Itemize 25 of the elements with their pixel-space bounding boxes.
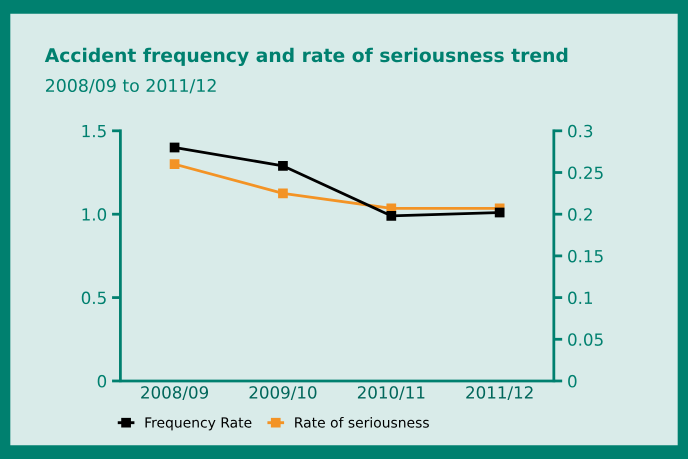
legend-label: Rate of seriousness: [295, 416, 429, 428]
y2-tick-label: 0: [568, 374, 577, 388]
point: [278, 160, 288, 171]
y-tick-label: 1.0: [82, 208, 106, 221]
point: [170, 159, 180, 170]
y-tick-label: 0: [98, 374, 106, 388]
y-tick-label: 0.5: [82, 292, 106, 304]
y2-tick-label: 0.15: [568, 250, 603, 262]
y2-tick-label: 0.25: [568, 166, 603, 180]
x-tick-label: 2009/10: [250, 386, 316, 400]
x-tick-label: 2008/09: [141, 386, 208, 400]
x-tick-label: 2010/11: [358, 386, 424, 400]
point: [386, 211, 396, 221]
chart-subtitle: 2008/09 to 2011/12: [46, 78, 216, 94]
legend-label: Frequency Rate: [146, 417, 252, 430]
y2-tick-label: 0.1: [568, 292, 592, 304]
y-tick-label: 1.5: [82, 124, 106, 138]
x-tick-label: 2011/12: [466, 386, 533, 400]
point: [278, 188, 288, 198]
point: [170, 142, 180, 152]
chart-title: Accident frequency and rate of seriousness trend: [44, 48, 568, 66]
y2-tick-label: 0.2: [568, 208, 592, 221]
y2-tick-label: 0.05: [568, 333, 603, 346]
y2-tick-label: 0.3: [568, 124, 592, 138]
point: [494, 208, 505, 218]
